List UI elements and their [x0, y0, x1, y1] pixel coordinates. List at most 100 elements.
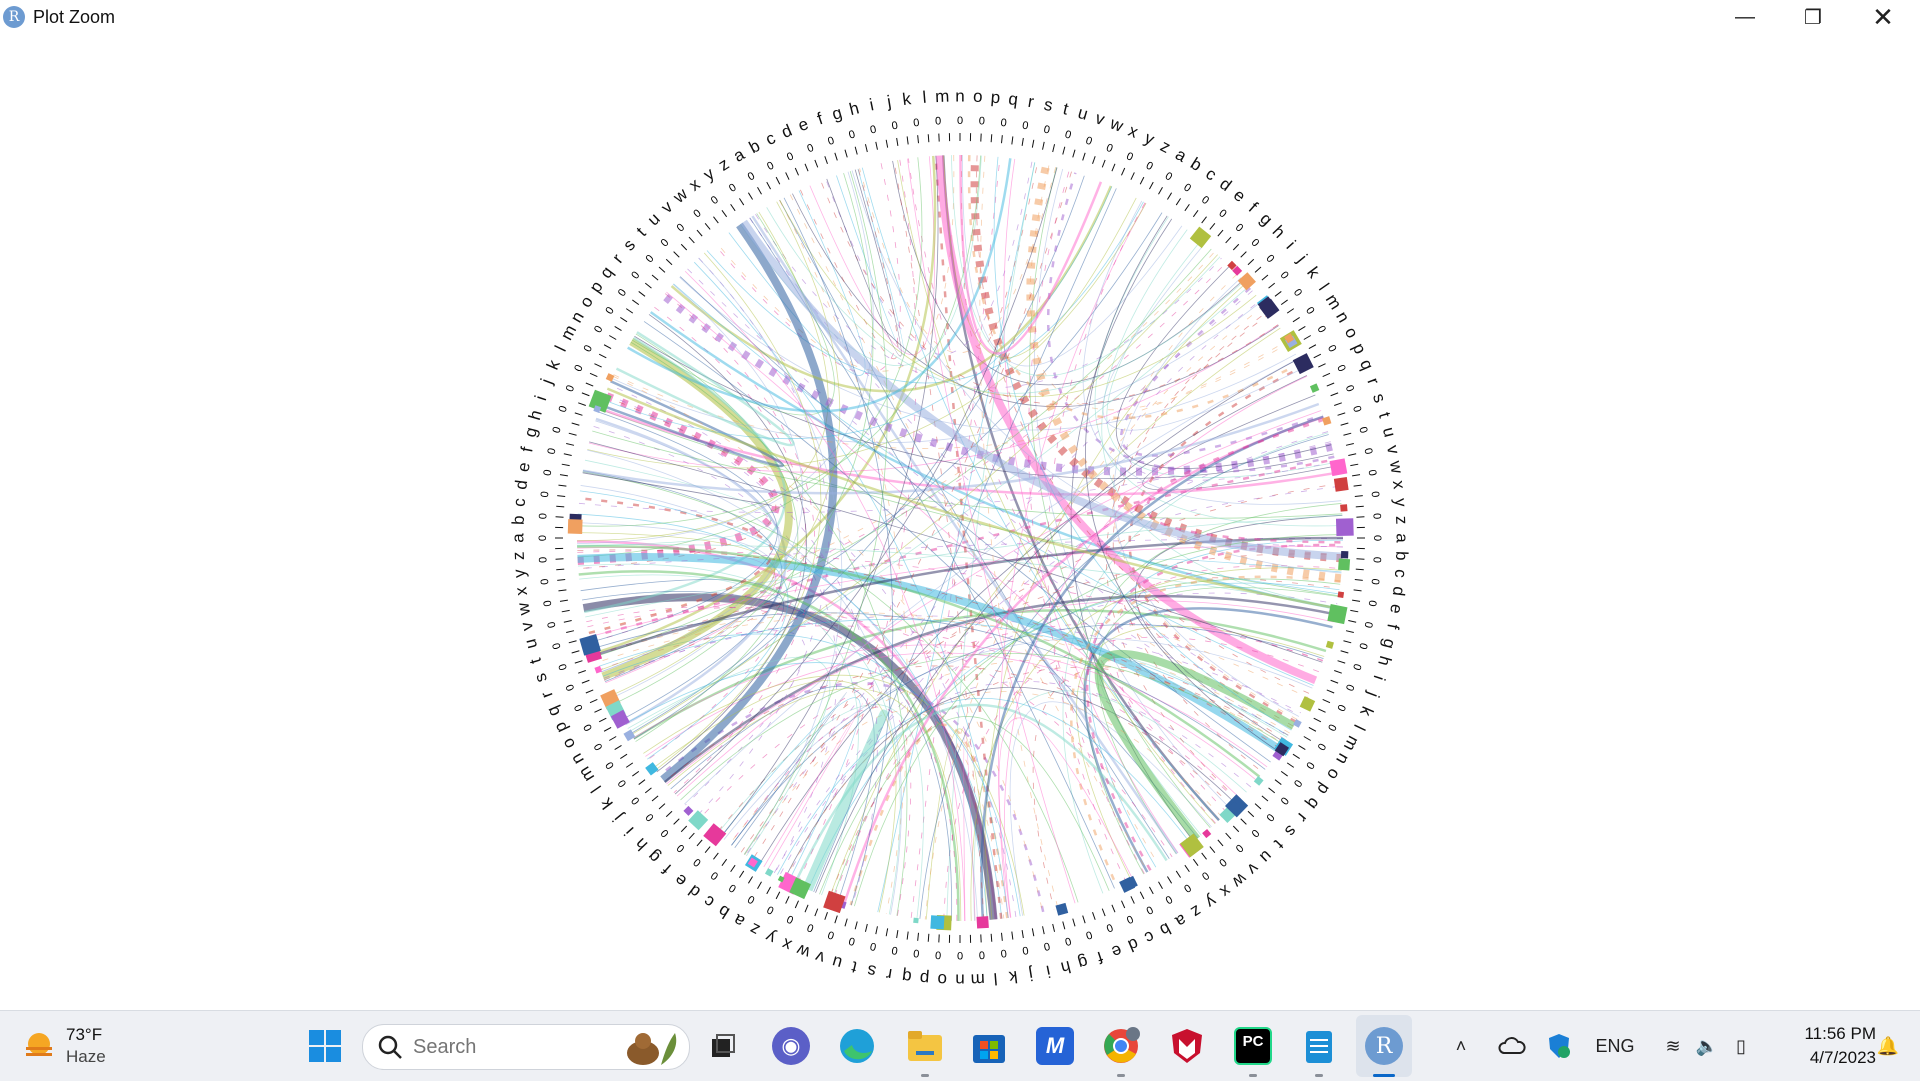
- axis-tick: [1343, 641, 1351, 643]
- close-button[interactable]: ✕: [1848, 0, 1918, 34]
- axis-tick: [620, 317, 627, 321]
- wifi-button[interactable]: ≋: [1656, 1011, 1690, 1081]
- axis-tick: [1346, 631, 1354, 633]
- task-view-button[interactable]: [700, 1011, 746, 1081]
- axis-tick: [1318, 709, 1325, 712]
- tick-label: 0: [913, 947, 920, 960]
- windows-logo-icon: [308, 1029, 342, 1063]
- axis-tick: [1053, 144, 1055, 152]
- edge-button[interactable]: [834, 1011, 880, 1081]
- start-button[interactable]: [300, 1011, 350, 1081]
- axis-tick: [586, 383, 593, 386]
- axis-tick: [1352, 475, 1360, 476]
- search-input[interactable]: [411, 1035, 595, 1060]
- sector-label: b: [715, 901, 733, 922]
- tick-label: 0: [1000, 117, 1007, 130]
- axis-tick: [1226, 237, 1231, 243]
- tick-label: 0: [592, 324, 605, 335]
- sector-label: v: [1093, 108, 1108, 129]
- sector-block: [913, 918, 919, 924]
- chat-button[interactable]: ◉: [768, 1011, 814, 1081]
- axis-tick: [1185, 865, 1190, 872]
- tick-label: 0: [675, 841, 688, 854]
- weather-widget[interactable]: 73°F Haze: [20, 1011, 130, 1081]
- sector-label: w: [669, 184, 692, 208]
- axis-tick: [876, 926, 878, 934]
- sector-label: i: [1045, 961, 1053, 980]
- search-box[interactable]: [362, 1024, 690, 1070]
- sector-label: g: [830, 103, 844, 124]
- axis-tick: [855, 921, 857, 929]
- axis-tick: [865, 144, 867, 152]
- file-explorer-button[interactable]: [902, 1011, 948, 1081]
- weather-temp: 73°F: [66, 1024, 106, 1046]
- pycharm-button[interactable]: PC: [1230, 1011, 1276, 1081]
- show-hidden-icons-button[interactable]: ˄: [1448, 1011, 1474, 1081]
- axis-tick: [1112, 164, 1115, 171]
- shield-check-icon: [1547, 1032, 1571, 1060]
- running-indicator: [1315, 1074, 1323, 1077]
- store-button[interactable]: [966, 1011, 1012, 1081]
- axis-tick: [991, 934, 992, 942]
- sector-label: q: [1007, 89, 1019, 109]
- minimize-button[interactable]: —: [1710, 0, 1780, 34]
- sector-label: q: [1356, 357, 1377, 373]
- restore-button[interactable]: ❐: [1778, 0, 1848, 34]
- axis-tick: [1323, 373, 1330, 376]
- notifications-button[interactable]: 🔔: [1868, 1011, 1908, 1081]
- sector-label: u: [830, 952, 844, 973]
- clock[interactable]: 11:56 PM 4/7/2023: [1766, 1011, 1876, 1081]
- sector-label: u: [644, 209, 664, 229]
- tick-label: 0: [1163, 892, 1174, 905]
- axis-tick: [578, 671, 586, 674]
- chrome-icon: [1101, 1026, 1141, 1066]
- chrome-button[interactable]: [1098, 1011, 1144, 1081]
- tick-label: 0: [1263, 811, 1276, 824]
- mcafee-button[interactable]: [1164, 1011, 1210, 1081]
- language-indicator[interactable]: ENG: [1592, 1011, 1638, 1081]
- sector-label: k: [901, 89, 912, 109]
- axis-tick: [1012, 932, 1013, 940]
- axis-tick: [604, 727, 611, 731]
- sector-label: o: [937, 970, 947, 989]
- tick-label: 0: [1350, 662, 1363, 672]
- sector-block: [1334, 477, 1349, 492]
- tick-label: 0: [913, 117, 920, 130]
- axis-tick: [1185, 204, 1190, 211]
- sector-label: t: [1375, 410, 1395, 420]
- tick-label: 0: [1233, 841, 1246, 854]
- tick-label: 0: [1124, 912, 1134, 925]
- tick-label: 0: [709, 194, 721, 207]
- axis-tick: [722, 210, 727, 216]
- axis-tick: [639, 780, 645, 785]
- sector-label: p: [1349, 340, 1370, 357]
- axis-tick: [1176, 198, 1180, 205]
- battery-button[interactable]: ▯: [1724, 1011, 1758, 1081]
- sector-label: i: [1370, 673, 1389, 683]
- sector-label: l: [993, 969, 998, 988]
- axis-tick: [1131, 172, 1134, 179]
- sector-label: j: [1028, 964, 1036, 984]
- axis-tick: [1043, 926, 1045, 934]
- sector-label: z: [746, 919, 762, 940]
- axis-tick: [1281, 771, 1287, 776]
- r-gui-button[interactable]: R: [1356, 1015, 1412, 1077]
- axis-tick: [1269, 283, 1275, 288]
- taskbar: 73°F Haze ◉ M: [0, 1010, 1920, 1081]
- onedrive-button[interactable]: [1494, 1011, 1530, 1081]
- sector-label: s: [866, 961, 878, 981]
- notepad-icon: [1303, 1027, 1335, 1065]
- tick-label: 0: [691, 207, 703, 220]
- axis-tick: [666, 259, 672, 265]
- security-button[interactable]: [1544, 1011, 1574, 1081]
- tick-label: 0: [546, 447, 559, 455]
- axis-tick: [564, 454, 572, 456]
- m-app-button[interactable]: M: [1032, 1011, 1078, 1081]
- axis-tick: [1338, 661, 1346, 663]
- sector-label: e: [1109, 941, 1125, 962]
- axis-tick: [815, 909, 818, 916]
- notepad-button[interactable]: [1296, 1011, 1342, 1081]
- volume-button[interactable]: 🔈: [1690, 1011, 1724, 1081]
- axis-tick: [1350, 610, 1358, 611]
- sector-label: r: [1363, 375, 1383, 387]
